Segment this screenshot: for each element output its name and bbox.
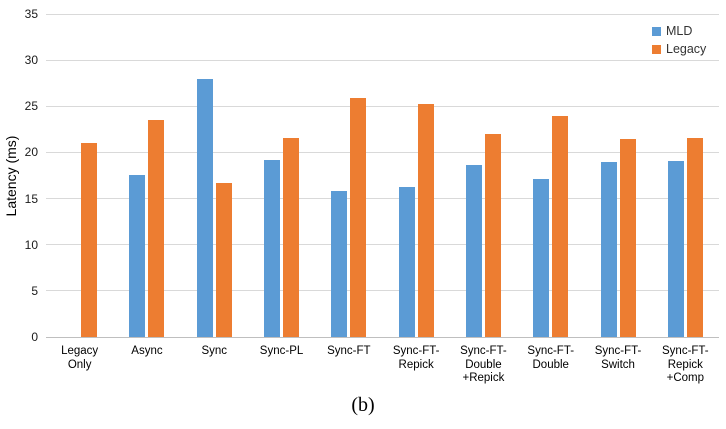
y-tick-label: 35	[24, 7, 38, 21]
bar-legacy	[81, 143, 98, 337]
bar-group	[113, 14, 180, 337]
y-tick-label: 0	[31, 330, 38, 344]
bar-mld	[264, 159, 281, 337]
x-tick-label: Sync	[201, 345, 228, 357]
y-tick-label: 5	[31, 283, 38, 298]
gridline	[46, 13, 719, 15]
y-tick-label: 25	[24, 99, 38, 114]
bar-group	[248, 14, 315, 337]
gridline	[46, 244, 719, 246]
bar-mld	[129, 174, 146, 337]
x-tick-label: Sync-FT	[327, 345, 371, 357]
bar-mld	[465, 165, 482, 337]
y-tick-label: 20	[24, 145, 38, 160]
gridline	[46, 59, 719, 61]
bar-group	[315, 14, 382, 337]
bar-group	[46, 14, 113, 337]
legend-item: MLD	[652, 24, 706, 38]
legend: MLD Legacy	[652, 24, 706, 60]
legend-swatch-icon	[652, 26, 661, 36]
bar-legacy	[484, 133, 501, 337]
x-tick-label: Sync-FT- Repick +Comp	[662, 345, 709, 384]
legend-swatch-icon	[652, 44, 661, 54]
gridline	[46, 105, 719, 107]
bar-group	[584, 14, 651, 337]
gridline	[46, 151, 719, 153]
bar-group	[450, 14, 517, 337]
bar-legacy	[283, 137, 300, 337]
x-axis-labels: Legacy Only Async Sync Sync-PL Sync-FT Sync-FT…	[46, 345, 719, 386]
x-tick-label: Sync-PL	[259, 345, 304, 357]
y-tick-label: 15	[24, 191, 38, 206]
y-tick-label: 30	[24, 53, 38, 68]
bar-mld	[196, 78, 213, 337]
x-tick-label: Sync-FT- Repick	[392, 345, 440, 371]
figure-caption: (b)	[351, 394, 375, 416]
legend-item: Legacy	[652, 42, 706, 56]
bar-group	[382, 14, 449, 337]
y-axis-title: Latency (ms)	[3, 135, 19, 217]
bar-mld	[533, 179, 550, 337]
legend-label: MLD	[666, 24, 693, 38]
bar-legacy	[417, 104, 434, 337]
y-tick-label: 10	[24, 237, 38, 252]
bar-group	[181, 14, 248, 337]
bar-legacy	[552, 115, 569, 337]
bar-mld	[600, 161, 617, 337]
plot-area	[46, 13, 719, 338]
x-tick-label: Sync-FT- Double	[527, 345, 575, 371]
bar-mld	[331, 191, 348, 337]
bar-legacy	[148, 120, 165, 337]
bar-mld	[667, 160, 684, 337]
y-axis: 0 5 10 15 20 25 30 35	[0, 7, 38, 344]
x-tick-label: Legacy Only	[61, 345, 99, 371]
x-tick-label: Sync-FT- Double +Repick	[460, 345, 507, 384]
bar-group	[652, 14, 719, 337]
bars-layer	[46, 14, 719, 337]
bar-mld	[398, 186, 415, 337]
bar-legacy	[619, 138, 636, 337]
gridline	[46, 290, 719, 292]
x-tick-label: Sync-FT- Switch	[594, 345, 642, 371]
x-tick-label: Async	[131, 345, 163, 357]
bar-legacy	[350, 97, 367, 337]
bar-group	[517, 14, 584, 337]
gridline	[46, 198, 719, 200]
bar-legacy	[215, 182, 232, 337]
bar-legacy	[686, 137, 703, 337]
x-axis-line	[46, 336, 719, 338]
legend-label: Legacy	[666, 42, 707, 56]
